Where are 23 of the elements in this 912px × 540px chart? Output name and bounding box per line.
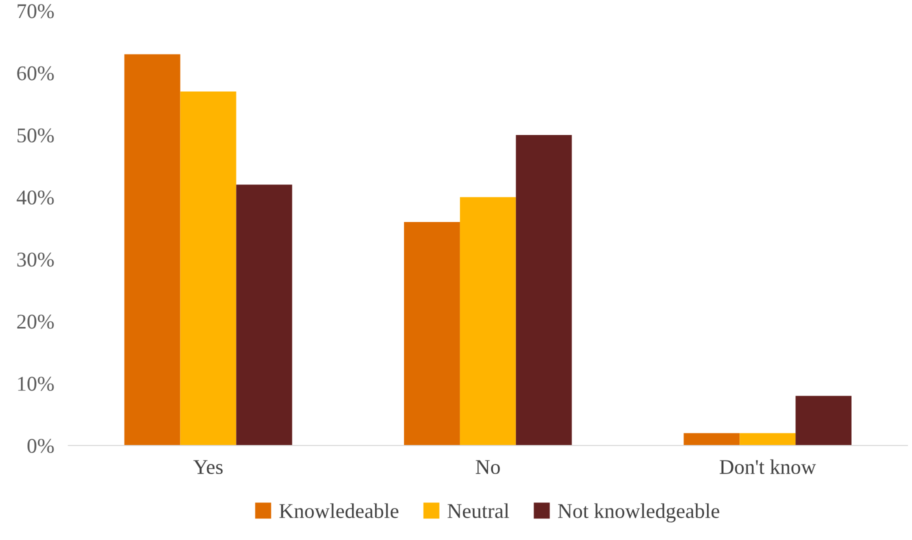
y-tick-label: 50% <box>18 128 54 142</box>
bar <box>516 135 572 446</box>
y-tick-label: 40% <box>16 190 54 205</box>
x-tick-label: No <box>476 460 500 474</box>
y-tick-label: 0% <box>28 438 54 453</box>
x-tick-label: Yes <box>193 460 223 474</box>
legend-label: Knowledeable <box>279 503 398 518</box>
legend-label: Neutral <box>448 503 510 518</box>
bar <box>404 222 460 446</box>
y-tick-label: 10% <box>18 376 54 391</box>
x-tick-label: Don't know <box>720 459 816 474</box>
bar <box>124 54 180 446</box>
y-tick-label: 60% <box>17 66 54 80</box>
y-tick-label: 20% <box>17 314 54 329</box>
bar <box>740 433 796 446</box>
y-tick-label: 70% <box>18 4 54 18</box>
bar <box>684 433 740 446</box>
bar <box>236 184 292 446</box>
bar <box>180 92 236 446</box>
y-tick-label: 30% <box>17 252 54 267</box>
bar <box>796 396 852 446</box>
legend-label: Not knowledgeable <box>558 503 720 522</box>
bar <box>460 197 516 446</box>
